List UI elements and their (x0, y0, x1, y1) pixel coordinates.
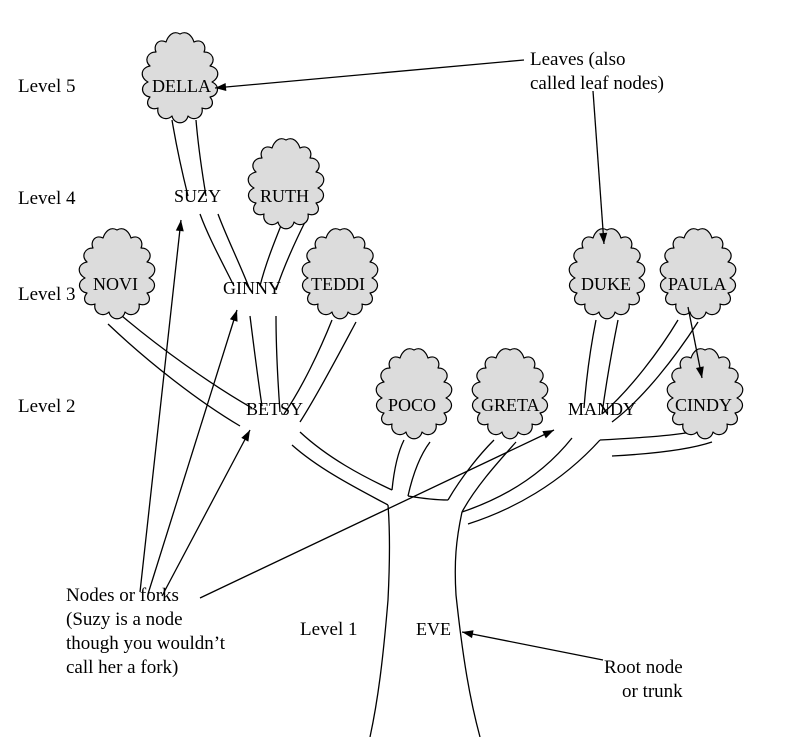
node-duke: DUKE (581, 274, 631, 294)
annotation-leaves-line2: called leaf nodes) (530, 73, 664, 94)
annotation-forks-line2: (Suzy is a node (66, 609, 183, 630)
annotation-forks: Nodes or forks (Suzy is a node though yo… (66, 585, 226, 678)
node-ruth: RUTH (260, 186, 309, 206)
node-suzy: SUZY (174, 186, 221, 206)
node-novi: NOVI (93, 274, 138, 294)
node-ginny: GINNY (223, 278, 281, 298)
node-eve: EVE (416, 619, 451, 639)
node-paula: PAULA (668, 274, 726, 294)
level-2-label: Level 2 (18, 396, 76, 417)
level-1-label: Level 1 (300, 619, 358, 640)
annotation-root-line2: or trunk (622, 681, 683, 702)
level-3-label: Level 3 (18, 284, 76, 305)
leaf-ruth (248, 139, 324, 229)
node-greta: GRETA (481, 395, 540, 415)
annotation-leaves-line1: Leaves (also (530, 49, 625, 70)
leaf-cindy (667, 349, 743, 439)
node-poco: POCO (388, 395, 436, 415)
annotation-root: Root node or trunk (604, 657, 683, 702)
annotation-leaves: Leaves (also called leaf nodes) (530, 49, 664, 94)
node-della: DELLA (152, 76, 211, 96)
annotation-forks-line4: call her a fork) (66, 657, 178, 678)
node-mandy: MANDY (568, 399, 636, 419)
annotation-root-line1: Root node (604, 657, 683, 678)
level-4-label: Level 4 (18, 188, 76, 209)
level-5-label: Level 5 (18, 76, 76, 97)
node-cindy: CINDY (675, 395, 732, 415)
leaf-greta (472, 349, 548, 439)
annotation-forks-line3: though you wouldn’t (66, 633, 226, 654)
node-teddi: TEDDI (311, 274, 365, 294)
node-betsy: BETSY (246, 399, 303, 419)
leaf-poco (376, 349, 452, 439)
